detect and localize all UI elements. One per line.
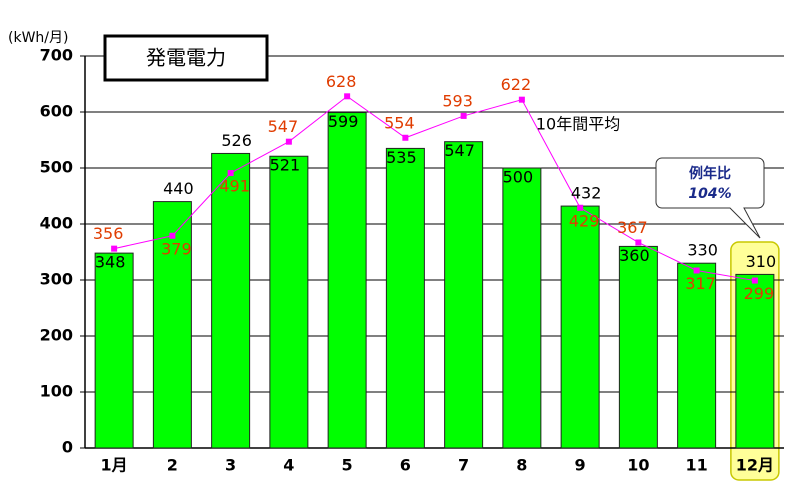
y-tick-label: 0 <box>62 438 73 457</box>
bar <box>269 155 309 449</box>
bar <box>560 205 600 449</box>
bar <box>618 245 658 449</box>
x-tick-label: 6 <box>400 456 411 475</box>
bar <box>211 152 251 449</box>
x-tick-label: 1月 <box>101 456 128 475</box>
y-axis-label: (kWh/月) <box>8 30 68 46</box>
bar <box>152 201 192 449</box>
bar <box>385 147 425 449</box>
line-value-label: 554 <box>384 113 415 132</box>
y-tick-label: 700 <box>40 46 73 65</box>
bar <box>444 141 484 449</box>
callout <box>655 157 765 239</box>
line-marker <box>402 134 409 141</box>
bar-value-label: 535 <box>386 148 417 167</box>
line-value-label: 367 <box>617 218 648 237</box>
line-value-label: 593 <box>442 91 473 110</box>
callout-text: 104% <box>688 186 731 202</box>
bar <box>502 167 542 449</box>
line-value-label: 317 <box>685 274 716 293</box>
y-tick-label: 300 <box>40 270 73 289</box>
callout-title: 例年比 <box>689 165 731 182</box>
line <box>114 95 755 282</box>
bar-value-label: 547 <box>444 141 475 160</box>
line-value-label: 299 <box>744 284 775 303</box>
bar <box>735 273 775 449</box>
line-marker <box>111 245 118 252</box>
line-marker <box>751 277 758 284</box>
y-tick-label: 500 <box>40 158 73 177</box>
bar <box>677 262 717 449</box>
line-value-label: 429 <box>569 211 600 230</box>
line-value-label: 547 <box>268 117 299 136</box>
bar-value-label: 330 <box>687 241 718 260</box>
x-tick-label: 7 <box>458 456 469 475</box>
line-marker <box>693 267 700 274</box>
line-value-label: 356 <box>93 224 124 243</box>
title-box <box>103 34 269 82</box>
bar <box>327 112 367 449</box>
line-marker <box>635 239 642 246</box>
bar-value-label: 500 <box>503 168 534 187</box>
line-marker <box>227 170 234 177</box>
x-tick-label: 2 <box>167 456 178 475</box>
x-tick-label: 10 <box>627 456 649 475</box>
bar-value-label: 432 <box>571 184 602 203</box>
x-tick-label: 8 <box>516 456 527 475</box>
line-marker <box>460 112 467 119</box>
line-value-label: 622 <box>501 75 532 94</box>
line-marker <box>518 96 525 103</box>
line-value-label: 379 <box>161 239 192 258</box>
line-value-label: 491 <box>219 177 250 196</box>
x-tick-label: 4 <box>283 456 294 475</box>
bar-value-label: 599 <box>328 112 359 131</box>
chart-title: 発電電力 <box>146 46 226 70</box>
bar-value-label: 521 <box>270 156 301 175</box>
bar-value-label: 440 <box>163 179 194 198</box>
x-tick-label: 11 <box>685 456 707 475</box>
line-marker <box>285 138 292 145</box>
line-marker <box>577 204 584 211</box>
bar <box>94 252 134 449</box>
x-tick-label: 9 <box>575 456 586 475</box>
series-label: 10年間平均 <box>536 115 620 134</box>
bar-value-label: 348 <box>95 253 126 272</box>
line-marker <box>169 232 176 239</box>
x-tick-label: 5 <box>342 456 353 475</box>
y-tick-label: 200 <box>40 326 73 345</box>
line-value-label: 628 <box>326 72 357 91</box>
x-tick-label: 12月 <box>736 456 774 475</box>
y-tick-label: 600 <box>40 102 73 121</box>
bar-value-label: 310 <box>746 252 777 271</box>
bar-value-label: 526 <box>221 131 252 150</box>
y-tick-label: 400 <box>40 214 73 233</box>
line-marker <box>344 93 351 100</box>
y-tick-label: 100 <box>40 382 73 401</box>
bar-value-label: 360 <box>619 246 650 265</box>
x-tick-label: 3 <box>225 456 236 475</box>
